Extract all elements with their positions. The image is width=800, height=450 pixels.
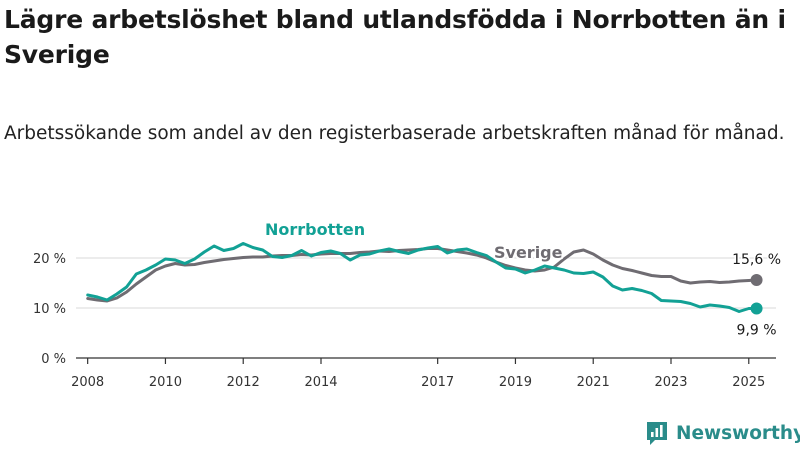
x-tick-label: 2021: [577, 375, 610, 390]
y-tick-label: 10 %: [33, 302, 66, 317]
end-point-sverige: [750, 274, 763, 286]
series-line-norrbotten: [86, 242, 759, 313]
series-labels: Norrbotten Sverige 15,6 % 9,9 %: [263, 218, 783, 340]
x-tick-label: 2014: [304, 375, 337, 390]
y-axis-tick-labels: 0 % 10 % 20 %: [33, 252, 66, 367]
grid-lines: [76, 257, 776, 309]
end-label-sverige: 15,6 %: [732, 252, 781, 268]
x-axis: 2008 2010 2012 2014 2017 2019 2021 2023 2025: [71, 357, 776, 390]
series-line-sverige: [86, 247, 759, 303]
x-tick-label: 2019: [499, 375, 532, 390]
series-label-sverige: Sverige: [494, 243, 563, 262]
end-label-norrbotten: 9,9 %: [737, 323, 777, 339]
x-tick-label: 2012: [227, 375, 260, 390]
x-tick-label: 2023: [654, 375, 687, 390]
y-tick-label: 0 %: [41, 352, 66, 367]
series-lines: [86, 242, 763, 315]
y-tick-label: 20 %: [33, 252, 66, 267]
chart-subtitle: Arbetssökande som andel av den registerb…: [4, 123, 785, 144]
x-tick-label: 2025: [732, 375, 765, 390]
x-tick-label: 2017: [421, 375, 454, 390]
chart-title: Lägre arbetslöshet bland utlandsfödda i …: [4, 5, 786, 69]
series-label-norrbotten: Norrbotten: [265, 220, 365, 239]
newsworthy-logo[interactable]: Newsworthy: [645, 419, 800, 447]
x-tick-label: 2008: [71, 375, 104, 390]
end-point-norrbotten: [750, 302, 763, 315]
bar-chart-icon: [647, 422, 667, 445]
brand-name: Newsworthy: [676, 422, 800, 444]
x-tick-label: 2010: [149, 375, 182, 390]
